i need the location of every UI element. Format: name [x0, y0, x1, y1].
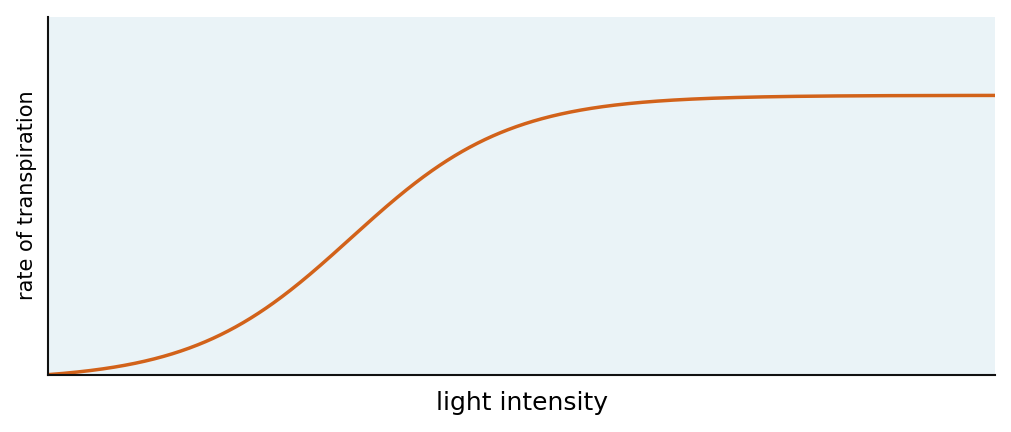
- X-axis label: light intensity: light intensity: [435, 391, 607, 415]
- Y-axis label: rate of transpiration: rate of transpiration: [16, 91, 36, 301]
